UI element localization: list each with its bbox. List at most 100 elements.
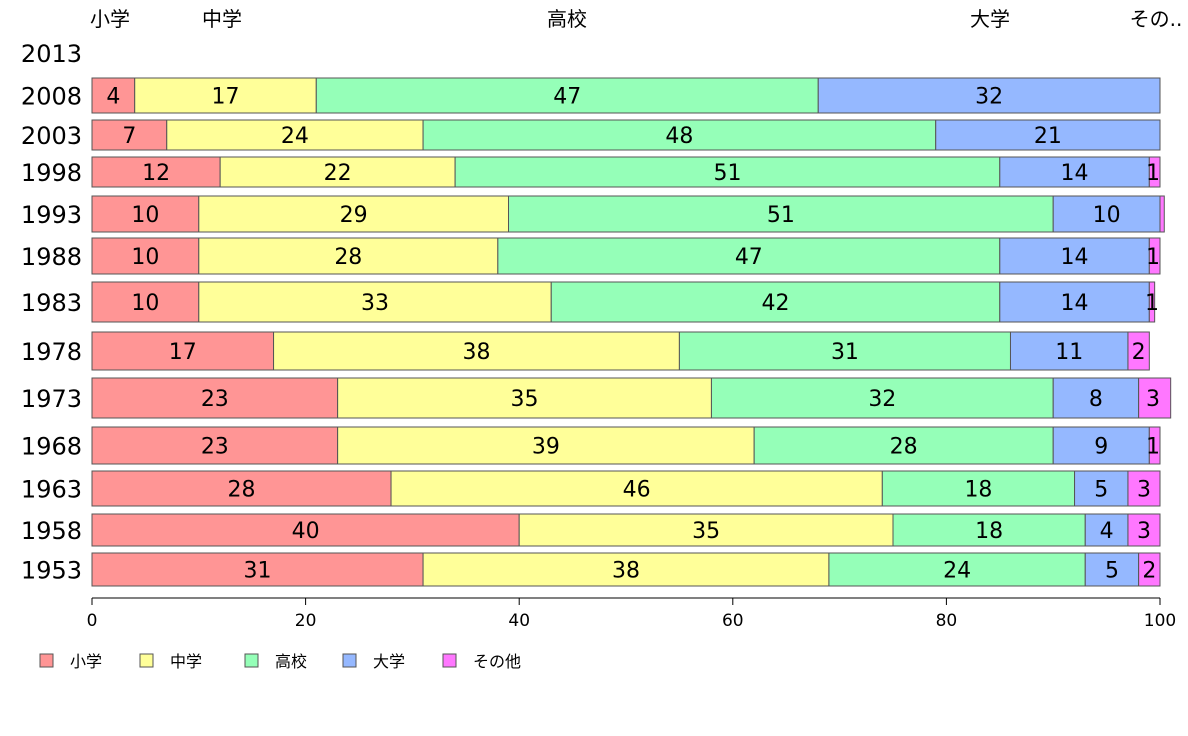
bar-segment-5 [1127,470,1161,507]
bar-segment-3 [508,195,1054,233]
value-label: 51 [767,203,795,228]
year-label: 2008 [21,83,82,111]
value-label: 7 [122,124,136,149]
year-label: 1978 [21,338,82,366]
value-label: 32 [975,85,1003,110]
value-label: 11 [1055,340,1083,365]
value-label: 10 [1093,203,1121,228]
bar-segment-3 [678,331,1011,371]
legend-item-5: その他 [442,652,521,671]
legend-label: 高校 [275,652,307,671]
bar-segment-1 [91,195,200,233]
bar-segment-1 [91,119,168,151]
legend-swatch [39,653,54,668]
legend-label: その他 [473,652,521,671]
legend-swatch [139,653,154,668]
value-label: 3 [1137,519,1151,544]
bar-segment-5 [1127,331,1150,371]
value-label: 28 [228,478,256,503]
bar-row-2008: 2008 4 17 47 32 [21,77,1161,114]
value-label: 24 [281,124,309,149]
value-label: 29 [340,203,368,228]
value-label: 10 [131,203,159,228]
bar-segment-5 [1138,552,1161,587]
bar-row-1988: 1988 10 28 47 14 1 [21,237,1161,275]
value-label: 8 [1089,387,1103,412]
top-category-labels: 小学 中学 高校 大学 その.. [90,7,1182,31]
value-label: 31 [244,559,272,584]
value-label: 14 [1061,161,1089,186]
bar-row-1963: 1963 28 46 18 5 3 [21,470,1161,507]
value-label: 18 [975,519,1003,544]
value-label: 46 [623,478,651,503]
bar-segment-4 [1052,377,1140,419]
year-label: 1993 [21,201,82,229]
bar-row-2003: 2003 7 24 48 21 [21,119,1161,151]
value-label: 32 [868,387,896,412]
bar-segment-2 [166,119,424,151]
bar-row-1978: 1978 17 38 31 11 2 [21,331,1150,371]
year-label: 1988 [21,243,82,271]
value-label: 31 [831,340,859,365]
bar-segment-4 [1084,513,1129,547]
bar-segment-2 [198,195,510,233]
bar-segment-4 [999,281,1150,323]
bar-row-1973: 1973 23 35 32 8 3 [21,377,1172,419]
legend-label: 中学 [170,652,202,671]
bar-segment-2 [422,552,830,587]
bar-segment-3 [828,552,1086,587]
bar-segment-2 [198,281,552,323]
bar-segment-5 [1148,156,1161,188]
value-label: 42 [762,291,790,316]
top-label-5: その.. [1130,7,1183,31]
bar-segment-4 [1009,331,1129,371]
bar-segment-2 [273,331,680,371]
x-tick-label: 20 [295,611,317,631]
year-label: 2003 [21,122,82,150]
bar-segment-2 [134,77,317,114]
value-label: 28 [334,245,362,270]
bar-segment-4 [935,119,1161,151]
value-label: 35 [511,387,539,412]
value-label: 23 [201,435,229,460]
year-label: 1973 [21,385,82,413]
value-label: 14 [1061,291,1089,316]
bar-segment-5 [1148,281,1156,323]
bar-segment-3 [892,513,1086,547]
bar-row-1953: 1953 31 38 24 5 2 [21,552,1161,587]
year-label: 2013 [21,40,82,68]
legend: 小学 中学 高校 大学 その他 [39,652,521,671]
legend-item-2: 中学 [139,652,202,671]
bar-row-1968: 1968 23 39 28 9 1 [21,426,1161,465]
legend-label: 小学 [70,652,102,671]
value-label: 1 [1146,161,1160,186]
bar-row-1998: 1998 12 22 51 14 1 [21,156,1161,188]
bar-segment-4 [1052,426,1150,465]
x-tick-label: 80 [936,611,958,631]
bar-segment-5 [1138,377,1172,419]
bar-segment-3 [315,77,819,114]
value-label: 17 [212,85,240,110]
value-label: 40 [292,519,320,544]
value-label: 51 [713,161,741,186]
value-label: 38 [462,340,490,365]
value-label: 47 [553,85,581,110]
bar-segment-1 [91,377,339,419]
value-label: 28 [890,435,918,460]
legend-swatch [442,653,457,668]
bar-segment-1 [91,426,339,465]
bar-segment-1 [91,331,275,371]
value-label: 5 [1094,478,1108,503]
value-label: 38 [612,559,640,584]
year-label: 1953 [21,557,82,585]
value-label: 3 [1146,387,1160,412]
legend-label: 大学 [373,652,405,671]
value-label: 5 [1105,559,1119,584]
legend-item-4: 大学 [342,652,405,671]
value-label: 17 [169,340,197,365]
x-tick-label: 100 [1144,611,1176,631]
value-label: 33 [361,291,389,316]
value-label: 4 [1100,519,1114,544]
value-label: 3 [1137,478,1151,503]
